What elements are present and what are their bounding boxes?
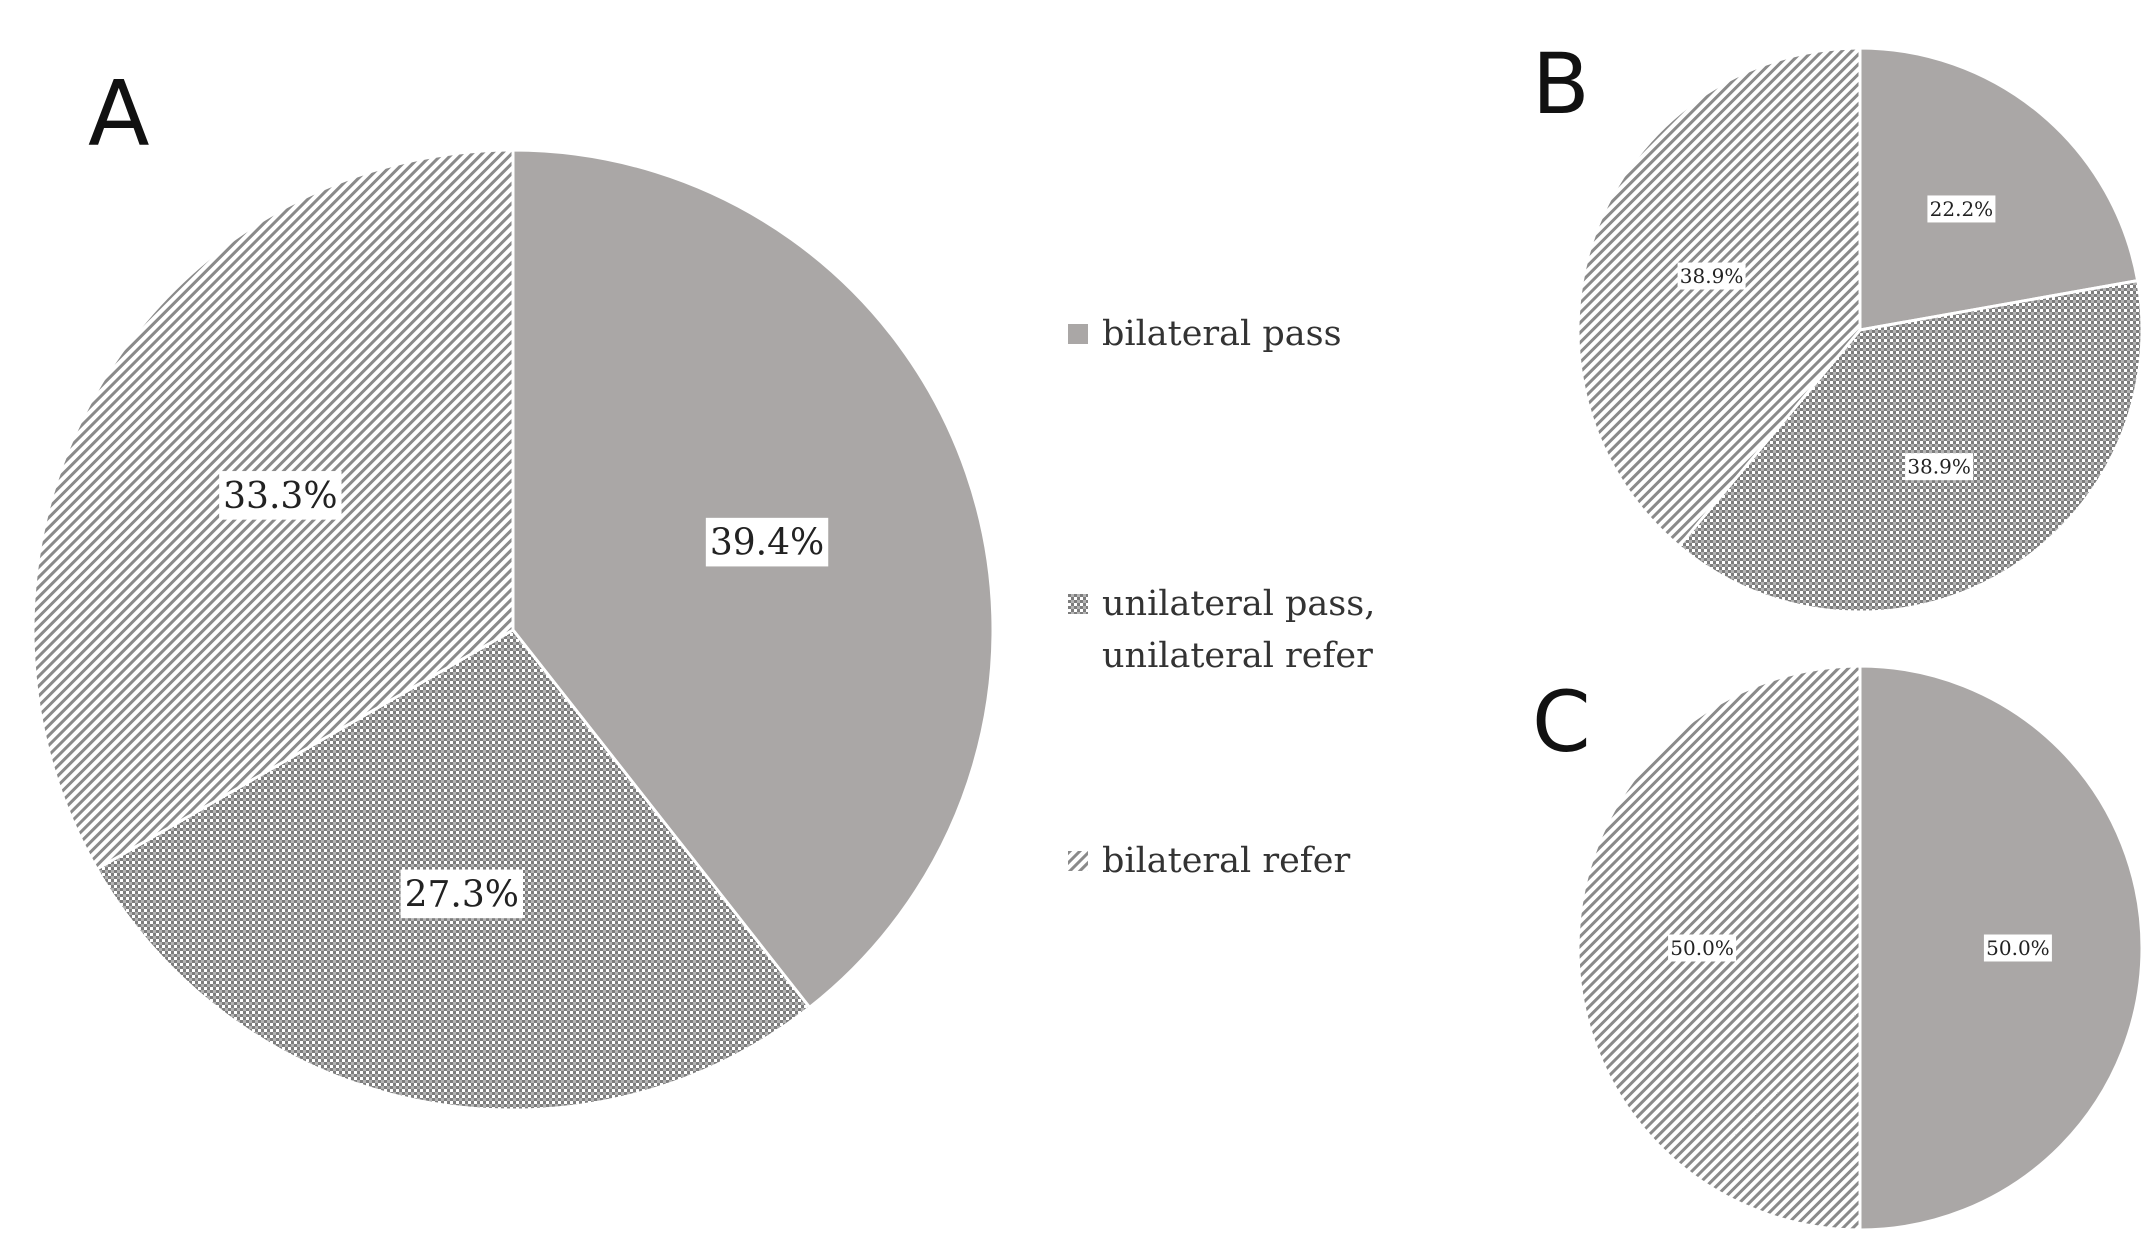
pie-slice <box>511 148 995 1010</box>
legend-item-bilateral-pass: bilateral pass <box>1068 308 1342 360</box>
slice-value-label: 50.0% <box>1670 936 1734 960</box>
slice-value-label: 22.2% <box>1930 197 1994 221</box>
slice-label-box <box>705 517 829 567</box>
slice-label-box <box>1677 262 1746 290</box>
legend-item-unilateral: unilateral pass, unilateral refer <box>1068 578 1375 682</box>
slice-value-label: 38.9% <box>1680 264 1744 288</box>
legend-swatch-dots <box>1068 594 1088 614</box>
pie-slice <box>1676 278 2144 614</box>
panel-letter-c: C <box>1532 673 1591 771</box>
slice-label-box <box>400 869 524 919</box>
pie-slice <box>1858 46 2140 332</box>
slice-label-box <box>1905 453 1974 481</box>
panel-letter-b: B <box>1532 35 1590 133</box>
slice-value-label: 27.3% <box>405 874 519 915</box>
slice-label-box <box>1983 934 2052 962</box>
pie-slice <box>1576 46 1862 549</box>
pie-chart-a: 39.4% 27.3% 33.3% <box>31 148 995 1112</box>
legend-swatch-solid <box>1068 324 1088 344</box>
legend-label: bilateral pass <box>1102 314 1342 354</box>
pie-chart-c: 50.0% 50.0% <box>1576 664 2144 1232</box>
slice-label-box <box>219 471 342 520</box>
legend-label: unilateral pass, unilateral refer <box>1102 584 1376 676</box>
panel-letter-a: A <box>88 62 150 167</box>
slice-value-label: 33.3% <box>223 476 337 517</box>
slice-value-label: 50.0% <box>1986 936 2050 960</box>
slice-label-box <box>1927 195 1996 223</box>
legend-item-bilateral-refer: bilateral refer <box>1068 835 1350 887</box>
slice-value-label: 38.9% <box>1907 455 1971 479</box>
pie-chart-b: 22.2% 38.9% 38.9% <box>1576 46 2144 614</box>
slice-label-box <box>1668 934 1737 962</box>
legend-label: bilateral refer <box>1102 841 1351 881</box>
legend-swatch-diagonal <box>1068 851 1088 871</box>
slice-value-label: 39.4% <box>710 523 824 564</box>
